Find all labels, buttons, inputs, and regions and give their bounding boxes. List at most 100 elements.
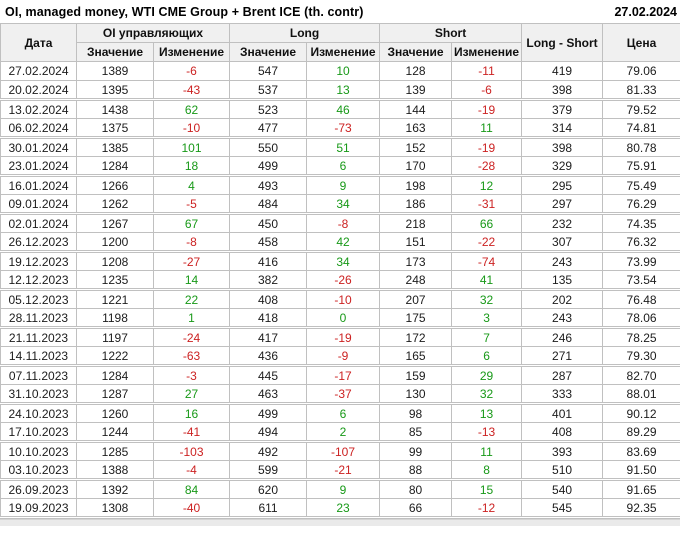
cell-short-value: 248 [379, 270, 453, 291]
cell-long-change: 9 [306, 479, 381, 499]
cell-oi-change: -40 [152, 498, 231, 519]
cell-oi-change: 1 [152, 308, 231, 329]
cell-long-change: -19 [306, 327, 381, 347]
cell-short-value: 80 [379, 479, 453, 499]
cell-long-change: 23 [306, 498, 381, 519]
cell-long-short: 246 [521, 327, 604, 347]
cell-long-value: 484 [229, 194, 308, 215]
cell-date: 09.01.2024 [0, 194, 77, 215]
cell-short-value: 85 [379, 422, 453, 443]
col-header-long-value: Значение [229, 42, 308, 62]
cell-date: 19.09.2023 [0, 498, 77, 519]
cell-long-short: 379 [521, 99, 604, 119]
table-row: 03.10.2023 1388 -4 599 -21 88 8 510 91.5… [0, 460, 680, 481]
cell-long-change: -21 [306, 460, 381, 481]
cell-short-change: -74 [451, 251, 523, 271]
col-header-price: Цена [602, 23, 680, 62]
cell-long-short: 545 [521, 498, 604, 519]
cell-long-short: 243 [521, 251, 604, 271]
cell-date: 30.01.2024 [0, 137, 77, 157]
cell-long-short: 510 [521, 460, 604, 481]
table-row: 27.02.2024 1389 -6 547 10 128 -11 419 79… [0, 61, 680, 81]
cell-long-value: 494 [229, 422, 308, 443]
table-body: 27.02.2024 1389 -6 547 10 128 -11 419 79… [0, 61, 680, 519]
cell-long-short: 202 [521, 289, 604, 309]
cell-oi-change: 27 [152, 384, 231, 405]
cell-long-short: 329 [521, 156, 604, 177]
cell-oi-value: 1197 [76, 327, 154, 347]
cell-date: 23.01.2024 [0, 156, 77, 177]
cell-long-short: 333 [521, 384, 604, 405]
cell-long-short: 271 [521, 346, 604, 367]
cell-oi-value: 1389 [76, 61, 154, 81]
table-row: 09.01.2024 1262 -5 484 34 186 -31 297 76… [0, 194, 680, 215]
cell-date: 12.12.2023 [0, 270, 77, 291]
cell-oi-change: 14 [152, 270, 231, 291]
cell-oi-value: 1284 [76, 156, 154, 177]
cell-price: 79.52 [602, 99, 680, 119]
cell-date: 27.02.2024 [0, 61, 77, 81]
col-header-long-short: Long - Short [521, 23, 604, 62]
cell-short-change: -19 [451, 99, 523, 119]
cell-long-change: 6 [306, 403, 381, 423]
cell-price: 78.25 [602, 327, 680, 347]
cell-oi-change: 4 [152, 175, 231, 195]
cell-short-value: 139 [379, 80, 453, 101]
cell-short-value: 88 [379, 460, 453, 481]
cell-long-value: 550 [229, 137, 308, 157]
cell-oi-change: 62 [152, 99, 231, 119]
cell-long-value: 458 [229, 232, 308, 253]
cell-short-change: 12 [451, 175, 523, 195]
cell-oi-value: 1385 [76, 137, 154, 157]
cell-oi-change: -103 [152, 441, 231, 461]
table-row: 16.01.2024 1266 4 493 9 198 12 295 75.49 [0, 175, 680, 195]
cell-oi-value: 1287 [76, 384, 154, 405]
cell-oi-change: -43 [152, 80, 231, 101]
cell-date: 10.10.2023 [0, 441, 77, 461]
cell-oi-change: -6 [152, 61, 231, 81]
cell-long-value: 620 [229, 479, 308, 499]
cell-price: 76.48 [602, 289, 680, 309]
cell-short-value: 186 [379, 194, 453, 215]
cell-price: 78.06 [602, 308, 680, 329]
cell-price: 90.12 [602, 403, 680, 423]
cell-long-short: 287 [521, 365, 604, 385]
col-header-short-value: Значение [379, 42, 453, 62]
cell-short-value: 173 [379, 251, 453, 271]
cell-short-change: 11 [451, 118, 523, 139]
cell-date: 03.10.2023 [0, 460, 77, 481]
cell-short-value: 207 [379, 289, 453, 309]
cell-long-change: 42 [306, 232, 381, 253]
cell-long-change: 51 [306, 137, 381, 157]
cell-short-change: 11 [451, 441, 523, 461]
cell-long-value: 463 [229, 384, 308, 405]
cell-long-short: 297 [521, 194, 604, 215]
cell-oi-value: 1266 [76, 175, 154, 195]
cell-price: 81.33 [602, 80, 680, 101]
cell-oi-value: 1198 [76, 308, 154, 329]
cell-date: 16.01.2024 [0, 175, 77, 195]
cell-short-change: -11 [451, 61, 523, 81]
cell-long-short: 135 [521, 270, 604, 291]
cell-long-value: 537 [229, 80, 308, 101]
col-header-group-long: Long [229, 23, 381, 43]
cell-oi-value: 1392 [76, 479, 154, 499]
cell-long-short: 401 [521, 403, 604, 423]
cell-short-value: 98 [379, 403, 453, 423]
cell-long-change: 0 [306, 308, 381, 329]
cell-long-value: 499 [229, 156, 308, 177]
cell-oi-change: -3 [152, 365, 231, 385]
cell-short-value: 66 [379, 498, 453, 519]
cell-short-change: -6 [451, 80, 523, 101]
cell-long-change: 34 [306, 194, 381, 215]
cell-oi-change: 101 [152, 137, 231, 157]
cell-date: 19.12.2023 [0, 251, 77, 271]
table-row: 19.12.2023 1208 -27 416 34 173 -74 243 7… [0, 251, 680, 271]
cell-short-change: 3 [451, 308, 523, 329]
cell-long-value: 417 [229, 327, 308, 347]
table-row: 28.11.2023 1198 1 418 0 175 3 243 78.06 [0, 308, 680, 329]
cell-date: 07.11.2023 [0, 365, 77, 385]
cell-price: 76.32 [602, 232, 680, 253]
table-row: 17.10.2023 1244 -41 494 2 85 -13 408 89.… [0, 422, 680, 443]
cell-long-value: 408 [229, 289, 308, 309]
